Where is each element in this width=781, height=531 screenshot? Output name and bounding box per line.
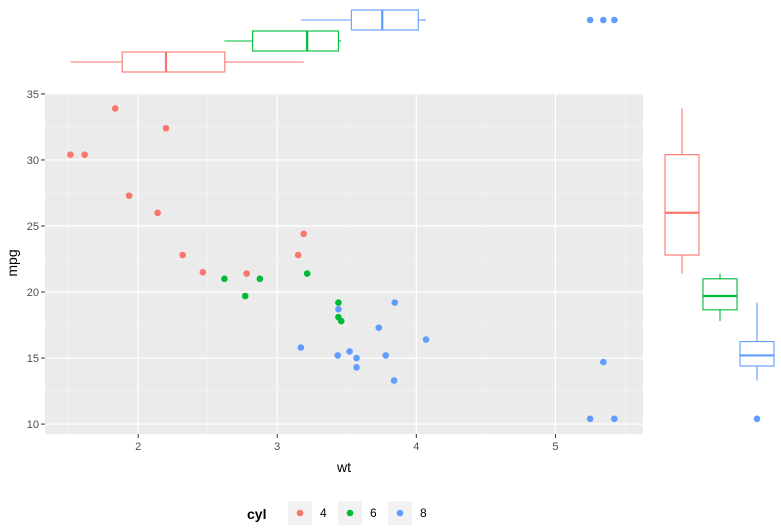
data-point-cyl-4 [294,251,302,259]
x-tick-label: 3 [274,441,280,453]
legend-title: cyl [247,506,266,522]
boxplot-box [702,278,738,311]
legend-key-6: 6 [338,501,377,525]
legend-key-4: 4 [288,501,327,525]
data-point-cyl-8 [346,348,353,355]
legend-entry-label: 4 [320,506,327,520]
right-boxplot-cyl-8 [739,302,775,423]
data-point-cyl-8 [353,364,360,371]
data-point-cyl-4 [199,268,207,276]
data-point-cyl-8 [297,344,305,351]
data-point-cyl-8 [375,324,383,331]
y-tick-label: 10 [27,419,39,431]
data-point-cyl-6 [335,299,342,306]
legend-key-swatch [346,509,354,517]
x-tick-label: 2 [135,441,141,453]
legend-key-8: 8 [388,501,427,525]
boxplot-outlier [600,16,607,24]
major-gridlines [45,93,643,434]
data-point-cyl-6 [241,292,249,300]
right-marginal-boxplots [664,108,775,423]
data-point-cyl-4 [243,270,250,277]
data-point-cyl-8 [382,352,390,359]
legend: cyl 4 6 8 [247,501,427,525]
data-point-cyl-4 [67,151,74,158]
data-point-cyl-6 [256,275,264,283]
minor-gridlines [45,93,643,434]
data-point-cyl-4 [111,105,119,112]
right-boxplot-cyl-4 [664,108,700,274]
boxplot-box [739,341,775,367]
legend-key-swatch [296,509,304,517]
x-tick-label: 4 [413,441,419,453]
top-marginal-boxplots [70,9,618,73]
data-point-cyl-4 [154,209,161,217]
boxplot-box [121,51,226,73]
data-point-cyl-4 [81,151,88,158]
data-point-cyl-8 [600,358,607,366]
data-point-cyl-8 [586,415,594,423]
data-point-cyl-8 [334,352,342,359]
y-axis-title: mpg [4,249,20,276]
data-point-cyl-8 [391,299,399,306]
y-tick-label: 30 [27,155,39,167]
data-point-cyl-4 [162,124,170,132]
data-point-cyl-4 [300,230,307,238]
top-boxplot-cyl-4 [70,51,304,73]
plot-panel [45,93,643,434]
data-point-cyl-8 [390,377,398,384]
boxplot-outlier [611,16,618,24]
data-point-cyl-4 [125,192,133,199]
top-boxplot-cyl-8 [300,9,618,31]
x-axis-ticks: 2 3 4 5 [135,434,558,453]
data-point-cyl-6 [337,317,345,325]
data-point-cyl-6 [303,270,311,277]
legend-entry-label: 8 [420,506,427,520]
data-points [67,105,618,423]
y-tick-label: 15 [27,353,39,365]
y-tick-label: 25 [27,221,39,233]
boxplot-box [664,154,700,256]
x-axis-title: wt [336,459,351,475]
data-point-cyl-4 [179,251,186,259]
boxplot-box [252,30,339,52]
data-point-cyl-8 [353,354,360,362]
legend-entry-label: 6 [370,506,377,520]
boxplot-outlier [753,415,761,423]
top-boxplot-cyl-6 [224,30,342,52]
data-point-cyl-8 [335,305,342,313]
boxplot-box [350,9,419,31]
y-tick-label: 35 [27,89,39,101]
x-tick-label: 5 [552,441,558,453]
data-point-cyl-6 [221,275,228,283]
boxplot-outlier [586,16,594,24]
legend-key-swatch [396,509,404,517]
data-point-cyl-8 [611,415,618,423]
right-boxplot-cyl-6 [702,273,738,322]
y-axis-ticks: 10 15 20 25 30 35 [27,89,45,431]
data-point-cyl-8 [422,336,430,343]
y-tick-label: 20 [27,287,39,299]
